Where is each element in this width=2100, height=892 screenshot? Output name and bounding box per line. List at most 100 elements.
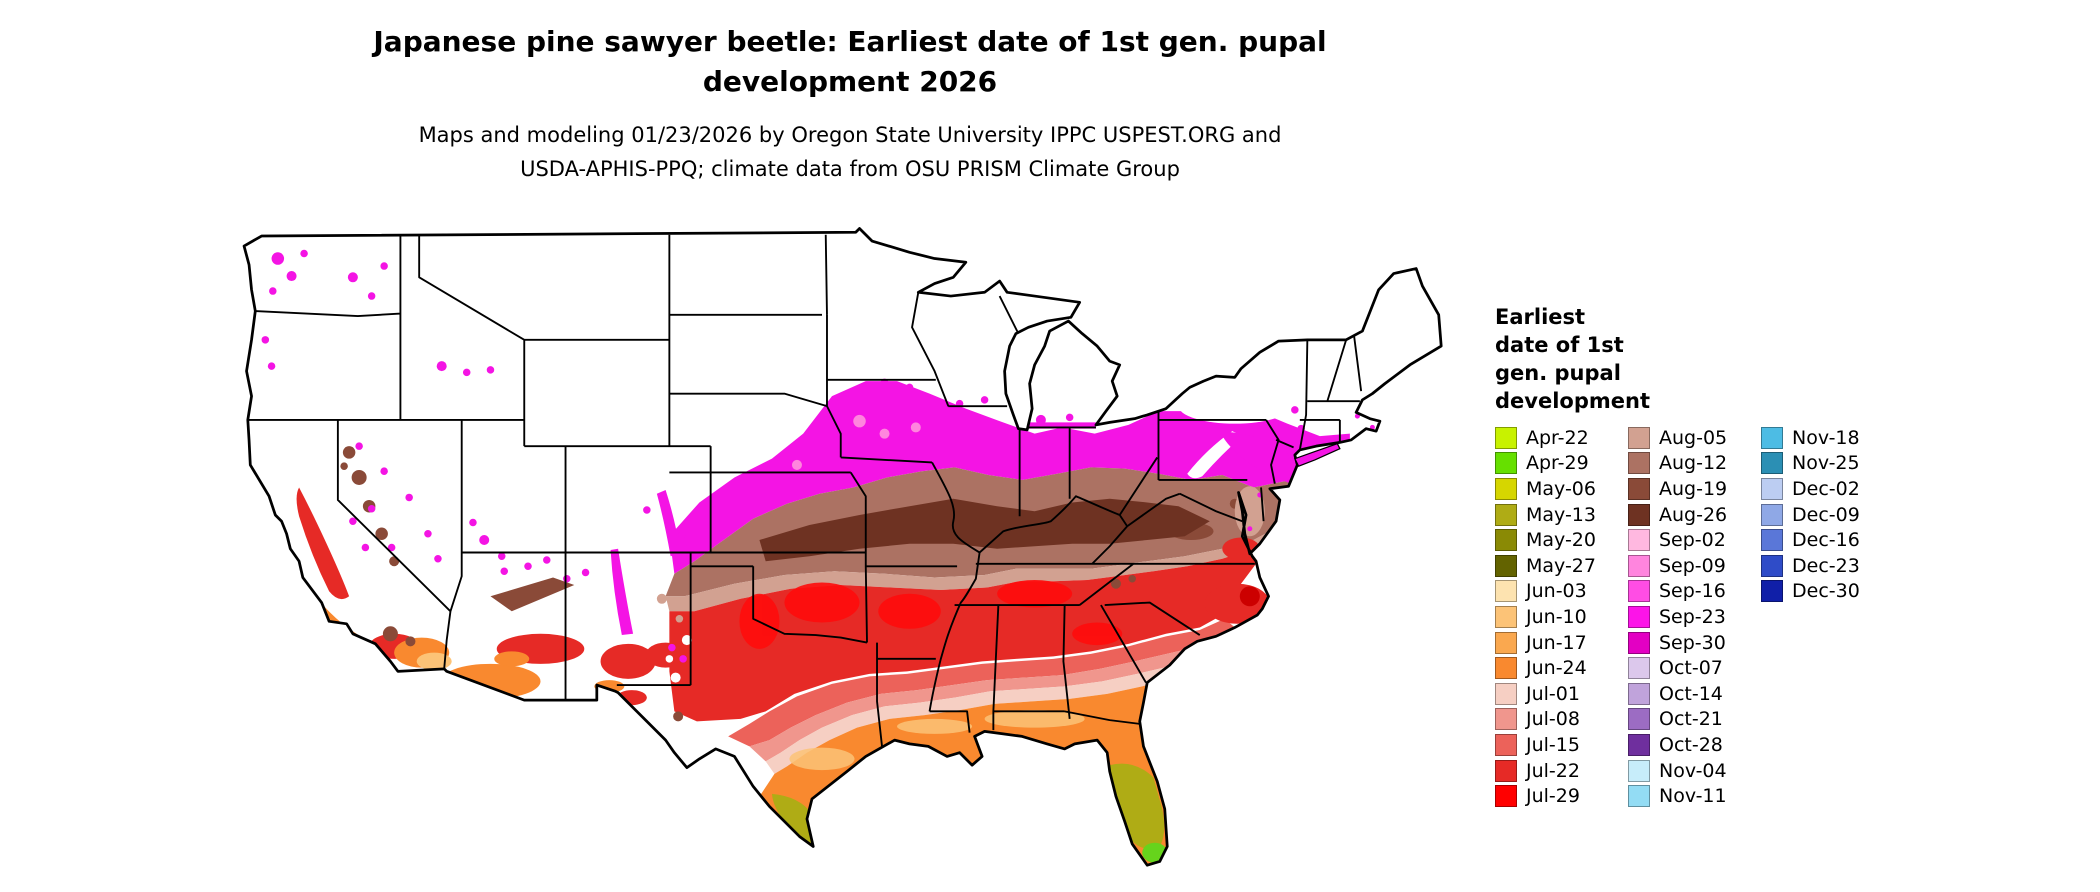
- legend-swatch: [1628, 580, 1650, 603]
- legend-label: Aug-26: [1659, 503, 1728, 526]
- legend-label: Sep-30: [1659, 631, 1726, 654]
- legend-label: May-13: [1526, 503, 1596, 526]
- legend-entry: Jun-03: [1495, 579, 1628, 605]
- legend-swatch: [1628, 529, 1650, 552]
- legend-entry: Nov-04: [1628, 758, 1761, 784]
- legend-entry: Jul-22: [1495, 758, 1628, 784]
- legend-swatch: [1628, 554, 1650, 577]
- subtitle-line-1: Maps and modeling 01/23/2026 by Oregon S…: [418, 123, 1282, 147]
- legend-entry: Aug-19: [1628, 476, 1761, 502]
- legend-label: Dec-16: [1792, 529, 1860, 552]
- legend-entry: May-27: [1495, 553, 1628, 579]
- legend-entry: Dec-16: [1761, 527, 1894, 553]
- legend-entry: Nov-25: [1761, 451, 1894, 477]
- legend-swatch: [1628, 503, 1650, 526]
- state-borders: [247, 234, 1363, 747]
- legend-entry: May-13: [1495, 502, 1628, 528]
- legend-swatch: [1495, 529, 1517, 552]
- legend-column: Nov-18 Nov-25 Dec-02 Dec-09 Dec-16 Dec-23 Dec-…: [1761, 425, 1894, 809]
- legend-swatch: [1761, 426, 1783, 449]
- legend-entry: Aug-12: [1628, 451, 1761, 477]
- legend-label: Sep-09: [1659, 554, 1726, 577]
- legend-columns: Apr-22 Apr-29 May-06 May-13 May-20 May-27 Jun-…: [1495, 425, 1894, 809]
- legend-label: Nov-11: [1659, 785, 1727, 808]
- page-title: Japanese pine sawyer beetle: Earliest da…: [0, 22, 1700, 102]
- legend-swatch: [1495, 605, 1517, 628]
- legend-entry: Sep-09: [1628, 553, 1761, 579]
- legend-title: Earliest date of 1st gen. pupal developm…: [1495, 305, 1650, 413]
- legend-label: Jul-15: [1526, 733, 1580, 756]
- legend-swatch: [1628, 452, 1650, 475]
- legend-swatch: [1628, 785, 1650, 808]
- legend-column: Aug-05 Aug-12 Aug-19 Aug-26 Sep-02 Sep-09 Sep-…: [1628, 425, 1761, 809]
- legend-label: Jun-10: [1526, 605, 1587, 628]
- legend-label: Sep-23: [1659, 605, 1726, 628]
- legend-entry: Jul-15: [1495, 732, 1628, 758]
- legend-label: Sep-16: [1659, 580, 1726, 603]
- legend-label: Jul-01: [1526, 682, 1580, 705]
- legend-entry: Oct-14: [1628, 681, 1761, 707]
- legend-swatch: [1495, 477, 1517, 500]
- legend-label: Oct-21: [1659, 708, 1723, 731]
- legend-entry: Jun-17: [1495, 630, 1628, 656]
- legend-swatch: [1628, 733, 1650, 756]
- legend-swatch: [1495, 503, 1517, 526]
- legend-entry: Aug-26: [1628, 502, 1761, 528]
- legend-swatch: [1495, 682, 1517, 705]
- legend-entry: Dec-02: [1761, 476, 1894, 502]
- legend-entry: Oct-21: [1628, 707, 1761, 733]
- us-outline: [242, 227, 1443, 867]
- legend-swatch: [1495, 785, 1517, 808]
- legend-label: Dec-30: [1792, 580, 1860, 603]
- legend-label: May-20: [1526, 529, 1596, 552]
- legend-entry: Sep-23: [1628, 604, 1761, 630]
- legend-entry: Sep-02: [1628, 527, 1761, 553]
- legend-swatch: [1628, 759, 1650, 782]
- legend-label: Nov-18: [1792, 426, 1860, 449]
- legend-label: Jun-03: [1526, 580, 1587, 603]
- legend-swatch: [1761, 477, 1783, 500]
- legend-entry: Jul-08: [1495, 707, 1628, 733]
- title-line-2: development 2026: [702, 65, 998, 98]
- legend-label: Aug-19: [1659, 477, 1728, 500]
- legend-swatch: [1628, 657, 1650, 680]
- subtitle-line-2: USDA-APHIS-PPQ; climate data from OSU PR…: [520, 157, 1180, 181]
- legend-swatch: [1761, 452, 1783, 475]
- legend-label: Dec-23: [1792, 554, 1860, 577]
- legend-swatch: [1761, 554, 1783, 577]
- legend-column: Apr-22 Apr-29 May-06 May-13 May-20 May-27 Jun-…: [1495, 425, 1628, 809]
- legend-label: Nov-25: [1792, 452, 1860, 475]
- legend-swatch: [1628, 605, 1650, 628]
- legend-swatch: [1495, 708, 1517, 731]
- legend-label: Jun-24: [1526, 657, 1587, 680]
- legend-label: Apr-22: [1526, 426, 1589, 449]
- legend-entry: Dec-09: [1761, 502, 1894, 528]
- legend-entry: Dec-30: [1761, 579, 1894, 605]
- legend-label: Nov-04: [1659, 759, 1727, 782]
- legend-swatch: [1495, 631, 1517, 654]
- legend-label: Dec-02: [1792, 477, 1860, 500]
- legend-entry: Jul-29: [1495, 783, 1628, 809]
- legend-entry: Dec-23: [1761, 553, 1894, 579]
- legend-label: Dec-09: [1792, 503, 1860, 526]
- legend-label: Jul-08: [1526, 708, 1580, 731]
- legend-swatch: [1495, 657, 1517, 680]
- legend-swatch: [1628, 477, 1650, 500]
- legend-entry: Apr-29: [1495, 451, 1628, 477]
- legend-label: Apr-29: [1526, 452, 1589, 475]
- legend-swatch: [1761, 529, 1783, 552]
- legend-swatch: [1495, 452, 1517, 475]
- legend-label: Oct-07: [1659, 657, 1723, 680]
- legend-swatch: [1628, 426, 1650, 449]
- legend-swatch: [1628, 708, 1650, 731]
- legend-label: Jul-22: [1526, 759, 1580, 782]
- legend-label: Aug-12: [1659, 452, 1728, 475]
- legend-entry: Aug-05: [1628, 425, 1761, 451]
- legend-entry: Sep-16: [1628, 579, 1761, 605]
- map-legend: Earliest date of 1st gen. pupal developm…: [1495, 303, 2055, 808]
- legend-entry: Sep-30: [1628, 630, 1761, 656]
- legend-label: Sep-02: [1659, 529, 1726, 552]
- legend-label: May-27: [1526, 554, 1596, 577]
- legend-swatch: [1628, 682, 1650, 705]
